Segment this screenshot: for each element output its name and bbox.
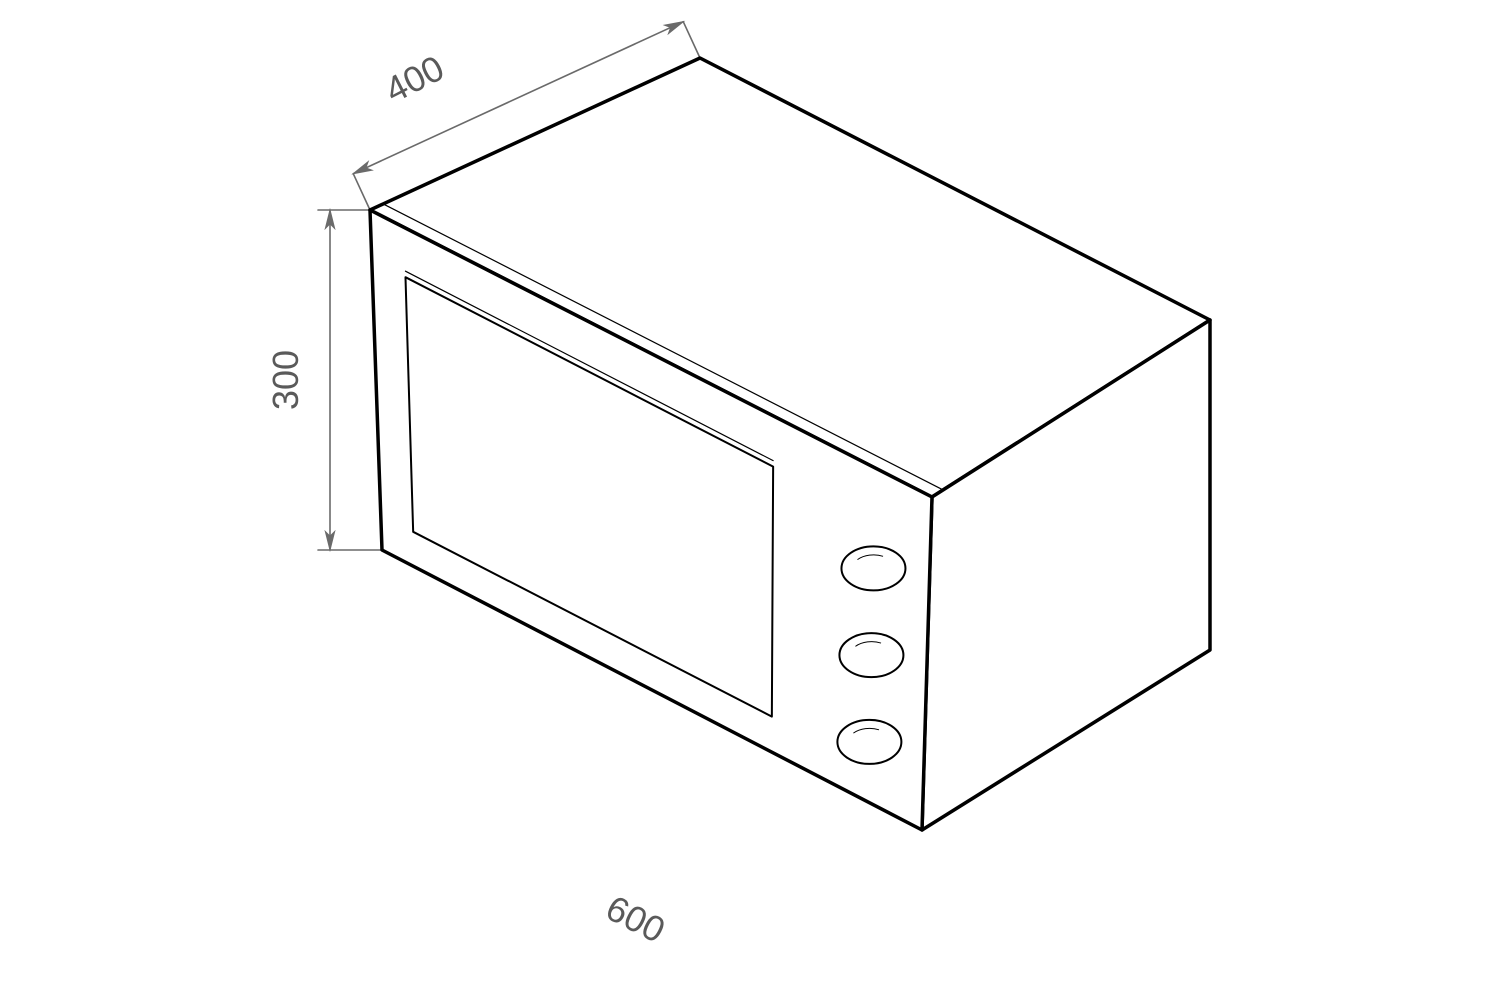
dimension-label-height: 300 — [265, 350, 306, 410]
microwave-body — [370, 58, 1210, 830]
dimension-label-width: 600 — [600, 887, 672, 951]
control-knob — [839, 633, 903, 677]
technical-drawing: 400 300 600 — [0, 0, 1500, 1000]
control-knob — [841, 546, 905, 590]
control-knob — [837, 720, 901, 764]
dimension-label-depth: 400 — [378, 47, 450, 111]
